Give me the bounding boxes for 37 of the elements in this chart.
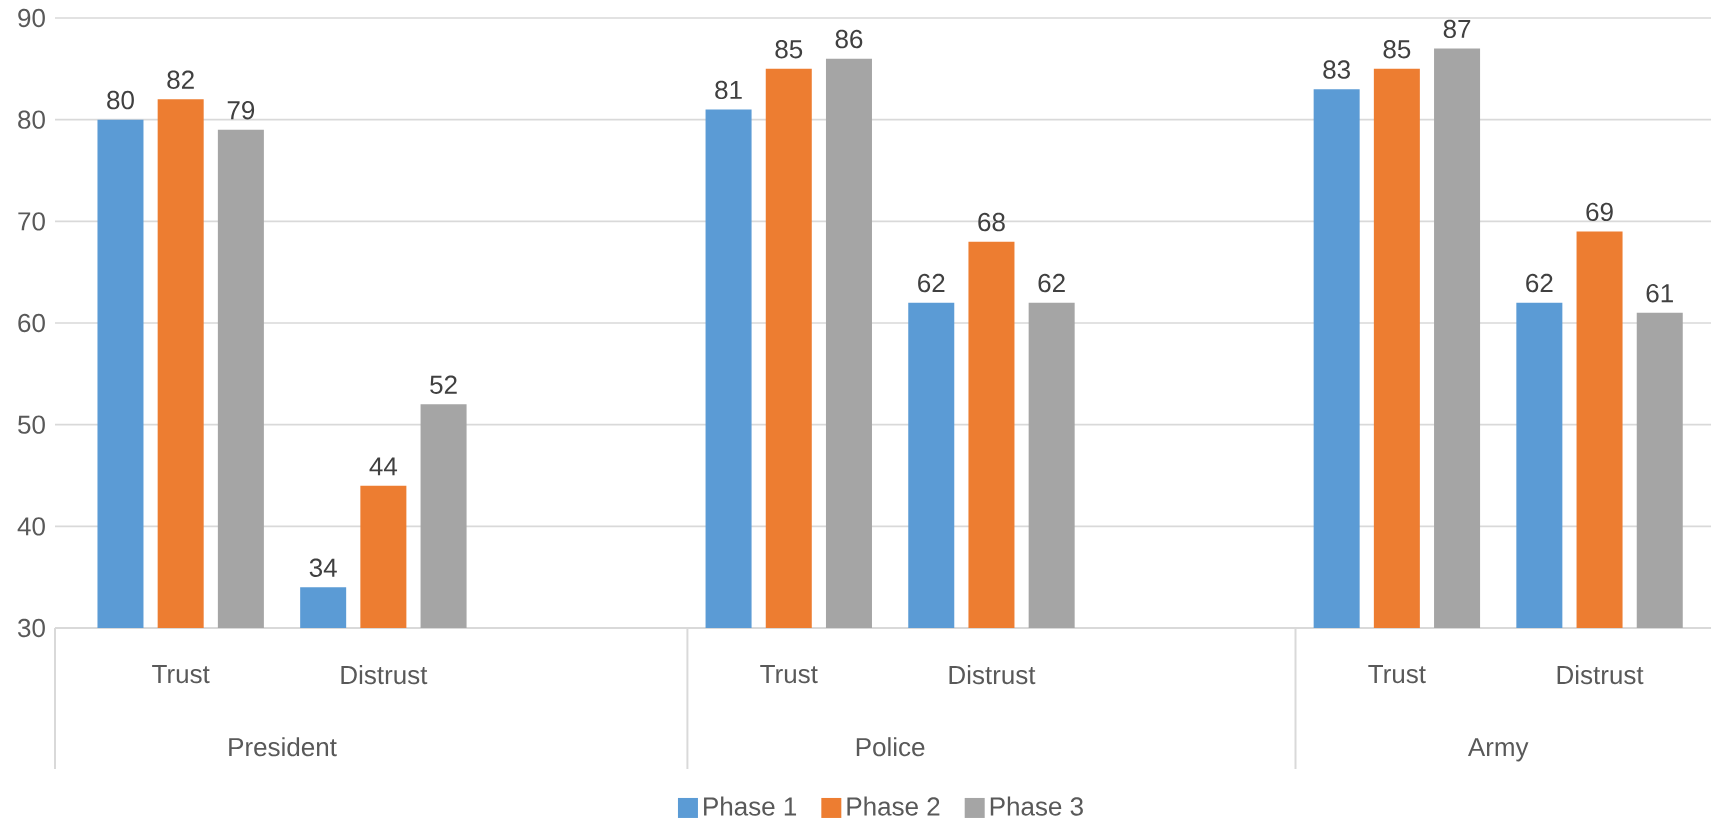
data-label: 80 bbox=[107, 90, 134, 110]
x-tick-label: Distrust bbox=[341, 665, 428, 685]
data-label: 81 bbox=[715, 80, 742, 100]
text: Police bbox=[856, 737, 925, 757]
y-tick-label: 50 bbox=[18, 415, 45, 434]
data-label: 52 bbox=[430, 375, 457, 394]
y-tick-label: 70 bbox=[18, 212, 45, 231]
data-label: 83 bbox=[1323, 60, 1350, 79]
data-label: 87 bbox=[1443, 19, 1471, 39]
x-tick-label: Distrust bbox=[1557, 665, 1644, 685]
data-label: 68 bbox=[978, 212, 1005, 232]
x-tick-label: Trust bbox=[1368, 665, 1426, 684]
data-label: 69 bbox=[1586, 202, 1613, 222]
y-tick-label: 80 bbox=[18, 110, 45, 129]
data-label: 62 bbox=[1038, 273, 1065, 293]
y-tick-label: 40 bbox=[17, 517, 45, 536]
y-tick-label: 90 bbox=[18, 8, 45, 28]
data-label: 62 bbox=[1526, 273, 1553, 293]
data-label: 61 bbox=[1646, 284, 1673, 303]
text: President bbox=[229, 737, 337, 757]
data-label: 82 bbox=[167, 70, 194, 89]
data-label: 62 bbox=[918, 273, 945, 293]
data-label: 34 bbox=[309, 558, 337, 577]
x-tick-label: Trust bbox=[152, 665, 210, 684]
y-tick-label: 30 bbox=[18, 618, 45, 638]
data-label: 85 bbox=[1383, 40, 1411, 59]
legend-label: Phase 3 bbox=[990, 796, 1083, 816]
data-label: 86 bbox=[835, 29, 863, 49]
y-tick-label: 60 bbox=[18, 313, 45, 333]
data-label: 79 bbox=[227, 101, 255, 120]
text: Army bbox=[1467, 738, 1529, 762]
data-label: 44 bbox=[369, 457, 398, 476]
data-label: 85 bbox=[775, 40, 803, 59]
x-tick-label: Distrust bbox=[949, 665, 1036, 685]
legend-label: Phase 1 bbox=[704, 796, 797, 816]
x-tick-label: Trust bbox=[760, 665, 818, 684]
legend-label: Phase 2 bbox=[847, 796, 940, 816]
